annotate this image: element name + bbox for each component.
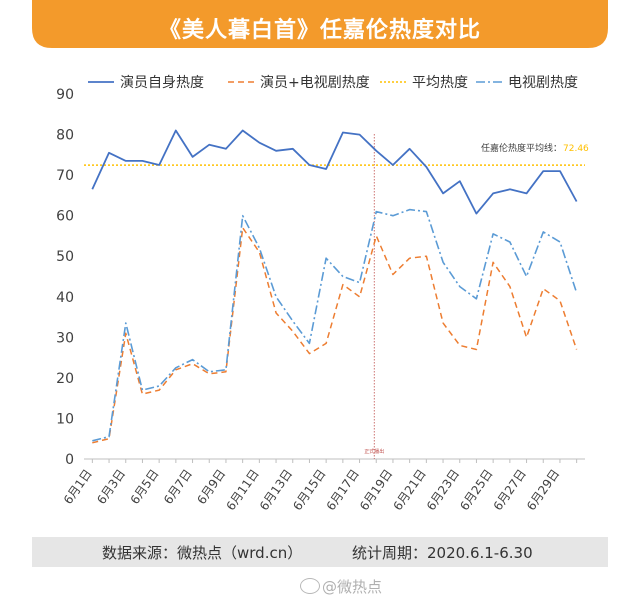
series-line-2 — [92, 227, 578, 444]
y-tick-label: 10 — [56, 411, 74, 427]
page-title: 《美人暮白首》任嘉伦热度对比 — [158, 18, 481, 43]
x-tick-label: 6月11日 — [223, 467, 261, 513]
x-tick-label: 6月21日 — [390, 467, 428, 513]
legend-label-1: 演员自身热度 — [120, 75, 204, 91]
y-tick-label: 70 — [56, 168, 74, 184]
data-source-text: 数据来源：微热点（wrd.cn） — [102, 544, 303, 562]
x-tick-label: 6月5日 — [128, 467, 162, 507]
footer-bar: 数据来源：微热点（wrd.cn） 统计周期：2020.6.1-6.30 — [32, 537, 608, 567]
series-line-4 — [92, 208, 578, 442]
statistics-period-text: 统计周期：2020.6.1-6.30 — [352, 544, 533, 562]
watermark-text: @微热点 — [322, 578, 383, 596]
y-tick-label: 90 — [56, 87, 74, 103]
x-tick-label: 6月15日 — [290, 467, 328, 513]
y-tick-label: 30 — [56, 330, 74, 346]
y-tick-label: 0 — [65, 452, 74, 468]
x-tick-label: 6月1日 — [61, 467, 95, 507]
x-tick-label: 6月7日 — [161, 467, 195, 507]
x-tick-label: 6月23日 — [424, 467, 462, 513]
x-tick-label: 6月27日 — [491, 467, 529, 513]
y-tick-label: 80 — [56, 128, 74, 144]
x-tick-label: 6月3日 — [94, 467, 128, 507]
x-tick-label: 6月17日 — [324, 467, 362, 513]
title-banner — [32, 0, 608, 48]
average-annotation-value: 72.46 — [563, 144, 589, 154]
weibo-icon — [300, 578, 320, 594]
x-tick-label: 6月9日 — [194, 467, 228, 507]
x-tick-label: 6月13日 — [257, 467, 295, 513]
broadcast-marker-label: 正式播出 — [364, 448, 384, 455]
y-tick-label: 50 — [56, 249, 74, 265]
x-tick-label: 6月25日 — [457, 467, 495, 513]
x-tick-label: 6月19日 — [357, 467, 395, 513]
average-annotation-label: 任嘉伦热度平均线： — [481, 142, 562, 154]
watermark: @微热点 — [300, 576, 382, 597]
x-tick-label: 6月29日 — [524, 467, 562, 513]
legend-label-4: 电视剧热度 — [508, 75, 578, 91]
legend-label-2: 演员+电视剧热度 — [260, 75, 370, 91]
y-tick-label: 40 — [56, 290, 74, 306]
series-line-1 — [91, 129, 578, 215]
y-tick-label: 20 — [56, 371, 74, 387]
legend-label-3: 平均热度 — [412, 75, 468, 91]
y-tick-label: 60 — [56, 209, 74, 225]
